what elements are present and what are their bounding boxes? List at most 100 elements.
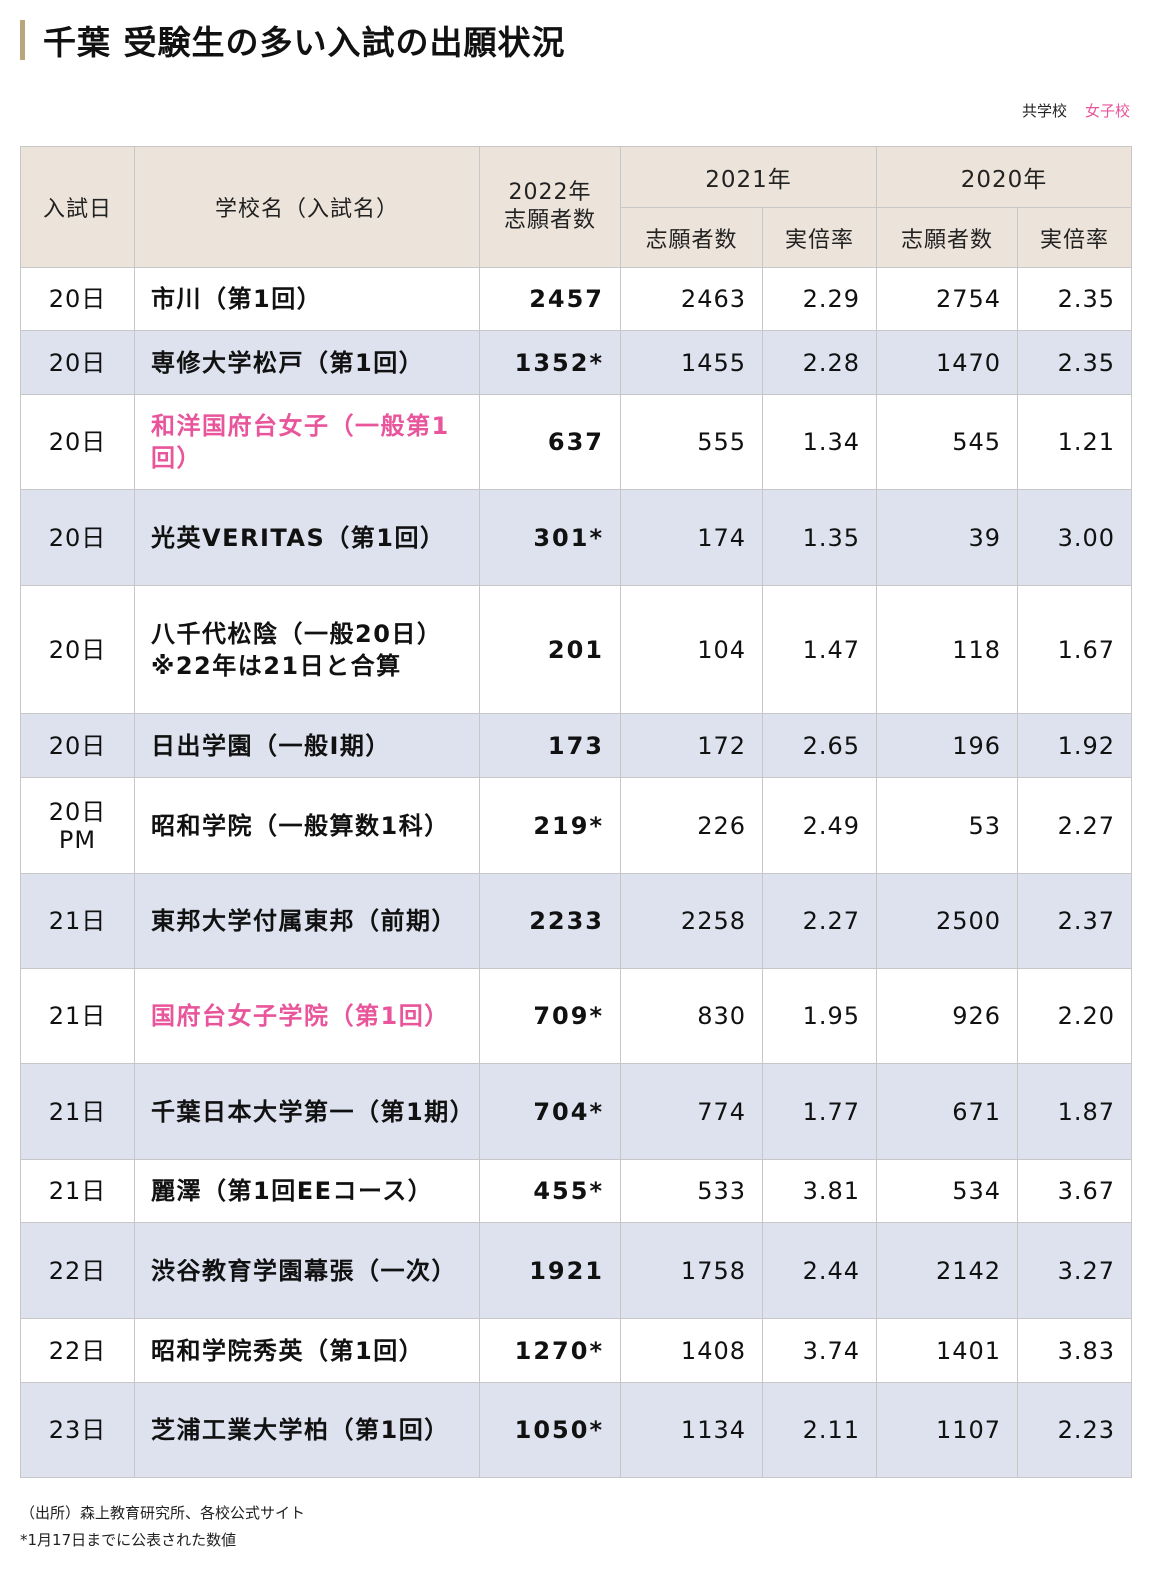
table-body: 20日 市川（第1回） 2457 2463 2.29 2754 2.35 20日 専修大学松戸（… [20,267,1133,1478]
cell-school: 麗澤（第1回EEコース） [134,1159,480,1223]
title-accent-bar [20,20,25,60]
cell-2020-applicants: 545 [876,394,1019,490]
table-row: 22日 渋谷教育学園幕張（一次） 1921 1758 2.44 2142 3.27 [20,1222,1133,1319]
header-date: 入試日 [20,146,135,268]
notes: （出所）森上教育研究所、各校公式サイト *1月17日までに公表された数値 [20,1500,305,1554]
cell-2021-applicants: 172 [620,713,763,778]
cell-2021-ratio: 1.34 [761,394,878,490]
cell-2021-applicants: 2463 [620,267,763,331]
cell-2022-applicants: 1050* [479,1382,621,1478]
cell-2020-applicants: 926 [876,968,1019,1064]
cell-2020-ratio: 2.35 [1017,330,1133,395]
cell-2022-applicants: 219* [479,777,621,874]
cell-date: 20日 [20,713,135,778]
cell-2022-applicants: 455* [479,1159,621,1223]
cell-date-day: 20日 [48,635,107,664]
header-2022-year: 2022年 [508,180,592,205]
cell-date-day: 21日 [48,1002,107,1030]
cell-2020-ratio: 3.27 [1017,1222,1133,1319]
cell-school: 昭和学院秀英（第1回） [134,1318,480,1383]
cell-2022-applicants: 709* [479,968,621,1064]
cell-date-day: 23日 [48,1416,107,1444]
cell-school: 渋谷教育学園幕張（一次） [134,1222,480,1319]
cell-date: 21日 [20,968,135,1064]
cell-date: 20日 [20,394,135,490]
cell-2022-applicants: 704* [479,1063,621,1160]
cell-school: 国府台女子学院（第1回） [134,968,480,1064]
table-row: 21日 千葉日本大学第一（第1期） 704* 774 1.77 671 1.87 [20,1063,1133,1160]
footnote: *1月17日までに公表された数値 [20,1531,237,1549]
cell-date-session: PM [58,825,97,854]
cell-2021-applicants: 1134 [620,1382,763,1478]
cell-date: 20日 [20,267,135,331]
cell-2021-ratio: 2.44 [761,1222,878,1319]
cell-school: 市川（第1回） [134,267,480,331]
table-row: 21日 国府台女子学院（第1回） 709* 830 1.95 926 2.20 [20,968,1133,1064]
cell-2022-applicants: 173 [479,713,621,778]
cell-2021-ratio: 1.77 [761,1063,878,1160]
cell-2020-applicants: 1470 [876,330,1019,395]
cell-date: 20日 [20,489,135,586]
header-school: 学校名（入試名） [134,146,480,268]
cell-2020-applicants: 118 [876,585,1019,714]
cell-2021-applicants: 104 [620,585,763,714]
cell-2021-applicants: 2258 [620,873,763,969]
cell-date-day: 22日 [48,1336,107,1365]
cell-2021-ratio: 2.49 [761,777,878,874]
cell-date-day: 20日 [48,285,107,313]
cell-date-day: 20日 [48,731,107,760]
cell-date: 20日 [20,330,135,395]
header-2020: 2020年 [876,146,1133,208]
cell-2020-ratio: 3.00 [1017,489,1133,586]
cell-2020-ratio: 2.27 [1017,777,1133,874]
cell-2020-applicants: 2500 [876,873,1019,969]
header-2020-ratio: 実倍率 [1017,207,1133,268]
cell-date: 22日 [20,1222,135,1319]
cell-school: 千葉日本大学第一（第1期） [134,1063,480,1160]
cell-2020-ratio: 1.92 [1017,713,1133,778]
cell-2021-ratio: 2.27 [761,873,878,969]
table-row: 20日 日出学園（一般Ⅰ期） 173 172 2.65 196 1.92 [20,713,1133,778]
cell-2020-applicants: 53 [876,777,1019,874]
table-row: 21日 麗澤（第1回EEコース） 455* 533 3.81 534 3.67 [20,1159,1133,1223]
cell-date: 23日 [20,1382,135,1478]
table-row: 20日 八千代松陰（一般20日）※22年は21日と合算 201 104 1.47 118 1… [20,585,1133,714]
cell-date: 20日 PM [20,777,135,874]
table-row: 22日 昭和学院秀英（第1回） 1270* 1408 3.74 1401 3.83 [20,1318,1133,1383]
cell-2020-applicants: 534 [876,1159,1019,1223]
cell-2020-ratio: 2.23 [1017,1382,1133,1478]
table-row: 21日 東邦大学付属東邦（前期） 2233 2258 2.27 2500 2.37 [20,873,1133,969]
cell-2020-applicants: 196 [876,713,1019,778]
cell-2020-ratio: 3.83 [1017,1318,1133,1383]
cell-2022-applicants: 201 [479,585,621,714]
cell-2020-applicants: 39 [876,489,1019,586]
cell-2021-applicants: 774 [620,1063,763,1160]
cell-2022-applicants: 1270* [479,1318,621,1383]
cell-date-day: 20日 [48,797,107,826]
table-row: 20日 光英VERITAS（第1回） 301* 174 1.35 39 3.00 [20,489,1133,586]
legend-coed: 共学校 [1021,102,1067,120]
cell-2020-applicants: 671 [876,1063,1019,1160]
cell-date: 21日 [20,873,135,969]
page-title: 千葉 受験生の多い入試の出願状況 [43,23,566,62]
cell-2021-applicants: 1408 [620,1318,763,1383]
cell-school: 日出学園（一般Ⅰ期） [134,713,480,778]
cell-date-day: 22日 [48,1256,107,1285]
cell-2021-ratio: 3.81 [761,1159,878,1223]
cell-school: 東邦大学付属東邦（前期） [134,873,480,969]
cell-2021-applicants: 174 [620,489,763,586]
cell-school: 昭和学院（一般算数1科） [134,777,480,874]
table-row: 20日 PM 昭和学院（一般算数1科） 219* 226 2.49 53 2.27 [20,777,1133,874]
cell-school: 専修大学松戸（第1回） [134,330,480,395]
cell-2020-applicants: 2142 [876,1222,1019,1319]
cell-date-day: 21日 [48,1097,107,1126]
cell-school: 芝浦工業大学柏（第1回） [134,1382,480,1478]
cell-2021-ratio: 1.35 [761,489,878,586]
cell-2022-applicants: 1921 [479,1222,621,1319]
cell-date: 21日 [20,1159,135,1223]
cell-2021-applicants: 1455 [620,330,763,395]
cell-2021-ratio: 1.95 [761,968,878,1064]
table-row: 20日 和洋国府台女子（一般第1回） 637 555 1.34 545 1.21 [20,394,1133,490]
header-2021-applicants: 志願者数 [620,207,763,268]
header-2020-applicants: 志願者数 [876,207,1019,268]
